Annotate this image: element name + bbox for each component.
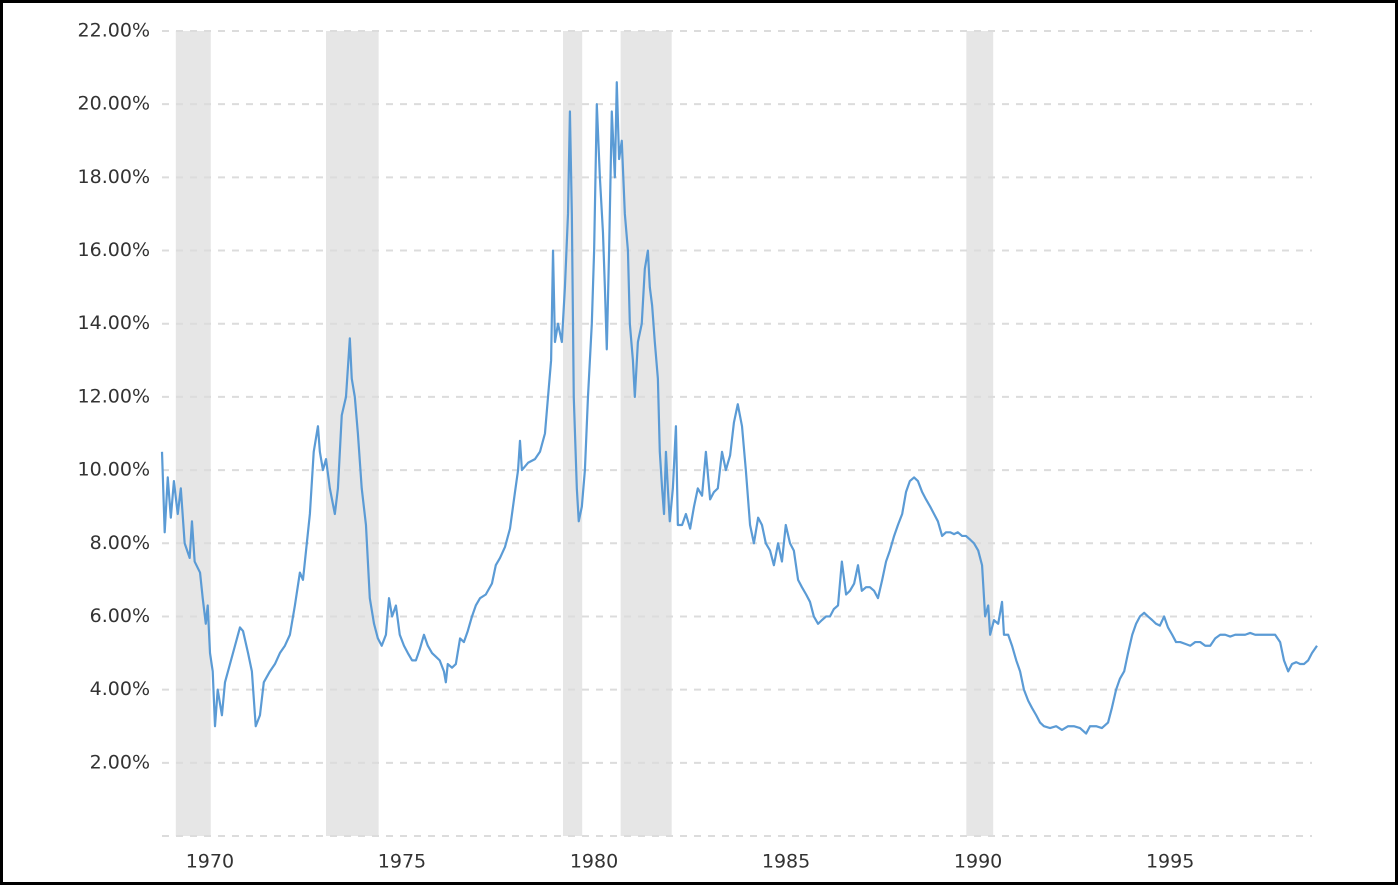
y-tick-label: 8.00%: [90, 532, 150, 554]
y-tick-label: 10.00%: [78, 459, 150, 481]
line-layer: [160, 81, 1318, 735]
recession-band: [326, 31, 379, 836]
x-tick-label: 1985: [762, 851, 810, 873]
recession-band: [620, 31, 672, 836]
y-tick-label: 4.00%: [90, 678, 150, 700]
x-tick-label: 1980: [570, 851, 618, 873]
y-tick-label: 12.00%: [78, 385, 150, 407]
y-tick-label: 2.00%: [90, 751, 150, 773]
recession-band: [563, 31, 583, 836]
y-tick-label: 14.00%: [78, 312, 150, 334]
rate-line: [160, 81, 1318, 735]
y-tick-label: 18.00%: [78, 166, 150, 188]
recession-band: [175, 31, 211, 836]
y-tick-label: 20.00%: [78, 93, 150, 115]
recession-layer: [175, 31, 994, 836]
y-tick-label: 16.00%: [78, 239, 150, 261]
label-layer: 2.00% 4.00% 6.00% 8.00% 10.00% 12.00% 14.00% 16…: [78, 20, 1195, 873]
grid-layer: [162, 30, 1312, 837]
y-tick-label: 6.00%: [90, 605, 150, 627]
y-tick-label: 22.00%: [78, 20, 150, 42]
x-tick-label: 1975: [378, 851, 426, 873]
x-tick-label: 1990: [954, 851, 1002, 873]
recession-band: [966, 31, 994, 836]
x-tick-label: 1970: [186, 851, 234, 873]
x-tick-label: 1995: [1146, 851, 1194, 873]
